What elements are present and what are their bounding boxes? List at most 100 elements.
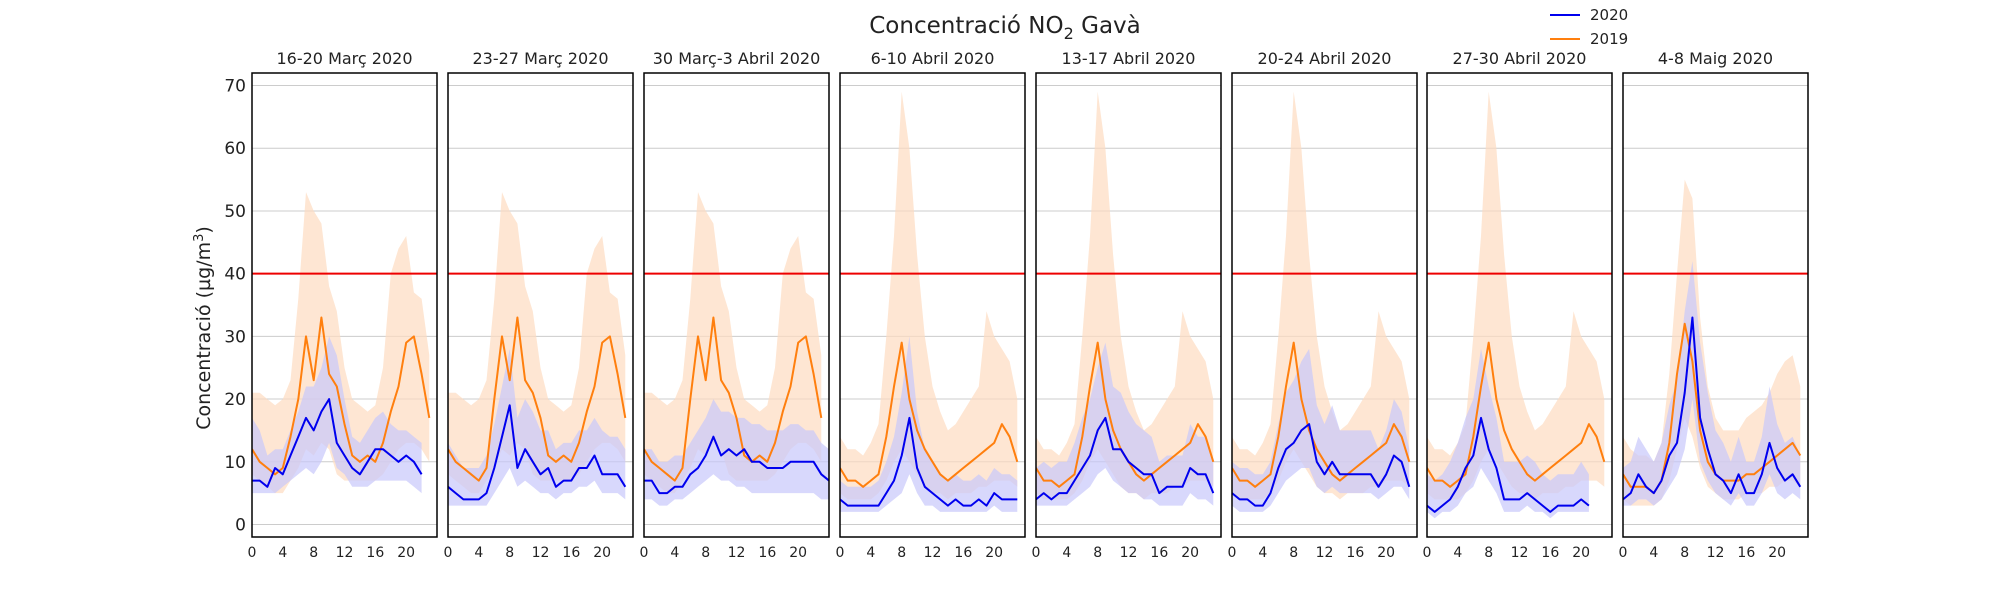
x-tick-label: 0 <box>836 545 845 561</box>
y-tick-label: 0 <box>235 515 246 535</box>
y-tick-label: 20 <box>224 390 246 410</box>
x-tick-label: 20 <box>593 545 611 561</box>
series-line-2020 <box>448 404 627 501</box>
panel-frame <box>839 72 1026 538</box>
x-tick-label: 16 <box>1150 545 1168 561</box>
series-line-2020 <box>644 435 829 495</box>
x-tick-label: 12 <box>728 545 746 561</box>
x-tick-label: 12 <box>1511 545 1529 561</box>
x-tick-label: 20 <box>1572 545 1590 561</box>
panel-frame <box>447 72 634 538</box>
x-tick-label: 4 <box>1649 545 1658 561</box>
panel-3: 30 Març-3 Abril 2020 0 4 8 12 16 20 <box>640 49 830 561</box>
x-tick-label: 8 <box>1289 545 1298 561</box>
x-tick-label: 8 <box>701 545 710 561</box>
band-2019 <box>1036 91 1214 500</box>
panel-title: 23-27 Març 2020 <box>472 49 608 68</box>
band-2020 <box>840 336 1018 512</box>
chart-title-tail: Gavà <box>1074 13 1141 39</box>
x-tick-label: 4 <box>1453 545 1462 561</box>
panel-plot-area <box>448 192 633 506</box>
panel-frame <box>643 72 830 538</box>
y-axis-label-superscript: 3 <box>192 234 207 242</box>
series-line-2020 <box>1623 316 1802 501</box>
panel-frame <box>251 72 438 538</box>
panel-plot-area <box>1036 91 1221 506</box>
x-tick-label: 20 <box>789 545 807 561</box>
panel-plot-area <box>644 192 829 506</box>
panel-5: 13-17 Abril 2020 0 4 8 12 16 20 <box>1032 49 1222 561</box>
legend-label-2019: 2019 <box>1590 30 1628 48</box>
panel-title: 6-10 Abril 2020 <box>871 49 995 68</box>
x-tick-label: 12 <box>532 545 550 561</box>
band-2019 <box>1427 91 1605 500</box>
y-tick-label: 10 <box>224 453 246 473</box>
band-2019 <box>840 91 1018 500</box>
x-tick-label: 16 <box>758 545 776 561</box>
x-tick-label: 12 <box>924 545 942 561</box>
y-tick-label: 60 <box>224 139 246 159</box>
chart-title-subscript: 2 <box>1064 24 1074 43</box>
band-2020 <box>644 399 829 506</box>
panel-frame <box>1622 72 1809 538</box>
x-tick-label: 12 <box>336 545 354 561</box>
x-tick-label: 16 <box>366 545 384 561</box>
x-tick-label: 4 <box>1258 545 1267 561</box>
x-tick-label: 20 <box>985 545 1003 561</box>
y-tick-label: 70 <box>224 77 246 97</box>
x-tick-label: 4 <box>670 545 679 561</box>
panel-plot-area <box>840 91 1025 512</box>
legend: 2020 2019 <box>1550 6 1628 48</box>
panel-plot-area <box>1623 179 1808 506</box>
band-2020 <box>1623 261 1801 506</box>
x-tick-label: 4 <box>474 545 483 561</box>
x-tick-label: 20 <box>397 545 415 561</box>
x-tick-label: 12 <box>1120 545 1138 561</box>
series-line-2020 <box>840 416 1018 507</box>
panel-1: 16-20 Març 2020 0 4 8 12 16 20 0 10 20 30 40 50 60 70 <box>224 49 438 561</box>
panel-plot-area <box>1232 91 1417 512</box>
x-tick-label: 0 <box>1423 545 1432 561</box>
band-2019 <box>1232 91 1410 500</box>
chart-title: Concentració NO2 Gavà <box>869 13 1141 43</box>
legend-label-2020: 2020 <box>1590 6 1628 24</box>
panel-2: 23-27 Març 2020 0 4 8 12 16 20 <box>444 49 634 561</box>
x-tick-label: 0 <box>1228 545 1237 561</box>
panel-frame <box>1426 72 1613 538</box>
panel-6: 20-24 Abril 2020 0 4 8 12 16 20 <box>1228 49 1418 561</box>
chart-title-main: Concentració NO <box>869 13 1063 39</box>
band-2020 <box>1427 348 1589 519</box>
panel-title: 27-30 Abril 2020 <box>1453 49 1587 68</box>
series-line-2019 <box>840 341 1019 488</box>
panel-7: 27-30 Abril 2020 0 4 8 12 16 20 <box>1423 49 1613 561</box>
series-line-2019 <box>644 316 823 482</box>
y-axis-label: Concentració (µg/m3) <box>192 226 215 430</box>
series-line-2019 <box>448 316 627 482</box>
x-tick-label: 16 <box>1737 545 1755 561</box>
y-tick-label: 50 <box>224 202 246 222</box>
x-tick-label: 16 <box>562 545 580 561</box>
x-tick-label: 16 <box>1346 545 1364 561</box>
x-tick-label: 0 <box>1032 545 1041 561</box>
y-axis-label-main: Concentració (µg/m <box>193 242 215 430</box>
x-tick-label: 4 <box>866 545 875 561</box>
x-tick-label: 0 <box>640 545 649 561</box>
x-tick-label: 0 <box>1619 545 1628 561</box>
x-tick-label: 8 <box>1680 545 1689 561</box>
panel-title: 30 Març-3 Abril 2020 <box>653 49 821 68</box>
panel-plot-area <box>1427 91 1612 519</box>
panel-plot-area <box>252 192 437 494</box>
x-tick-label: 0 <box>444 545 453 561</box>
y-tick-label: 40 <box>224 265 246 285</box>
band-2020 <box>448 348 626 506</box>
panel-4: 6-10 Abril 2020 0 4 8 12 16 20 <box>836 49 1026 561</box>
series-line-2020 <box>252 398 423 488</box>
panel-title: 20-24 Abril 2020 <box>1258 49 1392 68</box>
x-tick-label: 16 <box>954 545 972 561</box>
x-tick-label: 8 <box>505 545 514 561</box>
x-tick-label: 8 <box>1484 545 1493 561</box>
series-line-2020 <box>1036 416 1215 501</box>
